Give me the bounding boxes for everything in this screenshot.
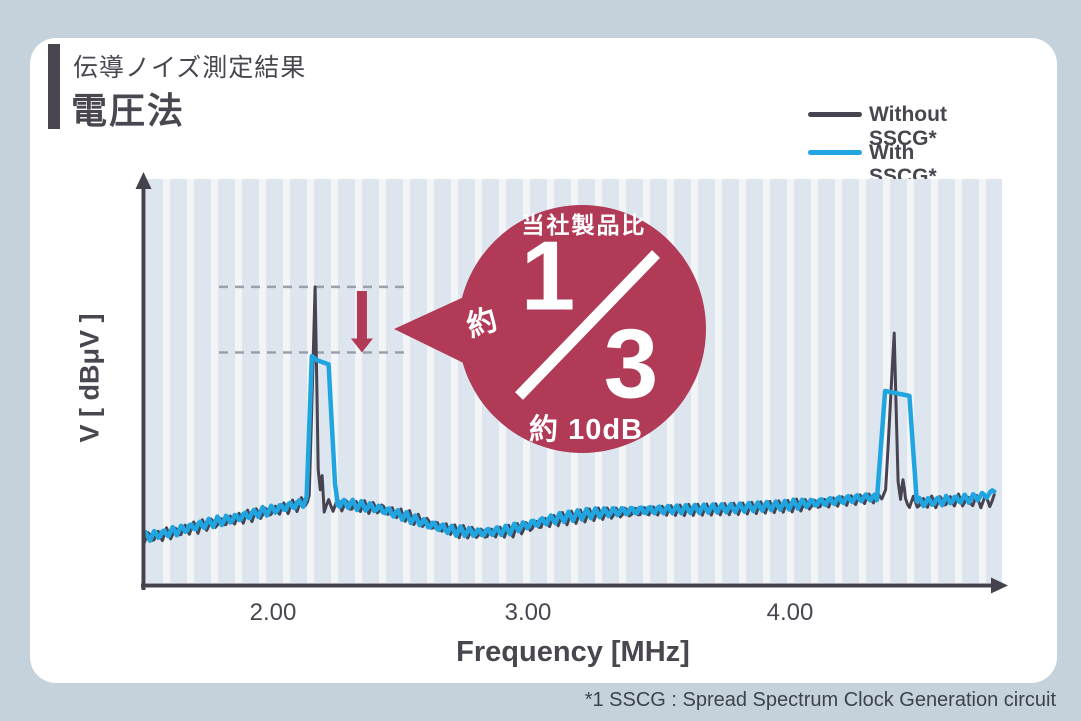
- legend-line-without-sscg: [808, 112, 862, 117]
- legend-label-with-sscg: With SSCG*: [869, 141, 937, 188]
- title-accent-bar: [48, 44, 60, 129]
- x-tick-2: 2.00: [249, 599, 297, 626]
- callout-db-label: 約 10dB: [529, 414, 643, 446]
- callout-fraction-denominator: 3: [603, 308, 659, 419]
- x-tick-4: 4.00: [766, 599, 814, 626]
- footnote: *1 SSCG : Spread Spectrum Clock Generati…: [584, 689, 1056, 711]
- page-title: 電圧法: [71, 90, 186, 131]
- legend-label-without-sscg: Without SSCG*: [869, 103, 947, 150]
- x-tick-3: 3.00: [504, 599, 552, 626]
- x-axis-label: Frequency [MHz]: [456, 636, 690, 668]
- callout-comparison-label: 当社製品比: [521, 212, 647, 238]
- callout-fraction-numerator: 1: [520, 220, 576, 331]
- y-axis-label: V [ dBμV ]: [74, 313, 105, 443]
- page-subtitle: 伝導ノイズ測定結果: [73, 54, 307, 82]
- legend-line-with-sscg: [808, 150, 862, 155]
